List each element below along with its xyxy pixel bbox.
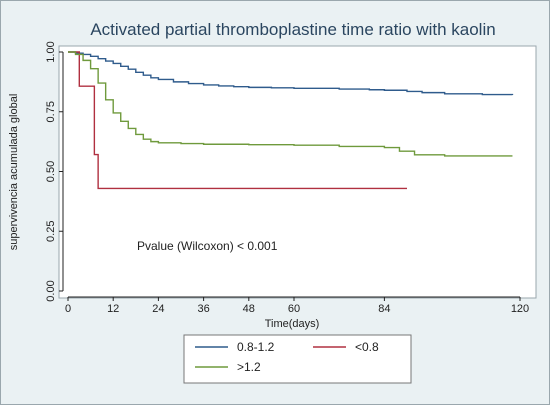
series-line-1 (68, 51, 407, 190)
y-tick-label: 1.00 (45, 41, 57, 62)
y-tick-label: 0.25 (45, 221, 57, 242)
y-tick-label: 0.50 (45, 161, 57, 182)
series-lines (68, 51, 514, 190)
x-axis-label: Time(days) (265, 318, 320, 330)
x-tick-label: 36 (197, 303, 209, 315)
series-line-0 (68, 51, 514, 96)
x-tick-label: 48 (243, 303, 255, 315)
series-line-2 (68, 51, 513, 157)
x-tick-label: 120 (511, 303, 529, 315)
pvalue-annotation: Pvalue (Wilcoxon) < 0.001 (137, 239, 278, 253)
y-tick-label: 0.75 (45, 101, 57, 122)
legend: 0.8-1.2 <0.8 >1.2 (195, 340, 379, 374)
x-tick-label: 24 (152, 303, 164, 315)
legend-label-1: <0.8 (355, 340, 379, 354)
plot-area (58, 45, 537, 299)
y-axis-label: supervivencia acumulada global (8, 94, 20, 251)
x-tick-label: 0 (65, 303, 71, 315)
legend-label-2: >1.2 (237, 360, 261, 374)
axes: 0 12 24 36 48 60 84 120 0.00 0.25 0.50 0.75 1.00 (45, 41, 529, 315)
x-tick-label: 12 (107, 303, 119, 315)
x-tick-label: 60 (288, 303, 300, 315)
legend-box (183, 334, 412, 384)
legend-label-0: 0.8-1.2 (237, 340, 275, 354)
x-tick-label: 84 (378, 303, 390, 315)
chart-title: Activated partial thromboplastine time r… (90, 20, 495, 39)
y-tick-label: 0.00 (45, 280, 57, 301)
